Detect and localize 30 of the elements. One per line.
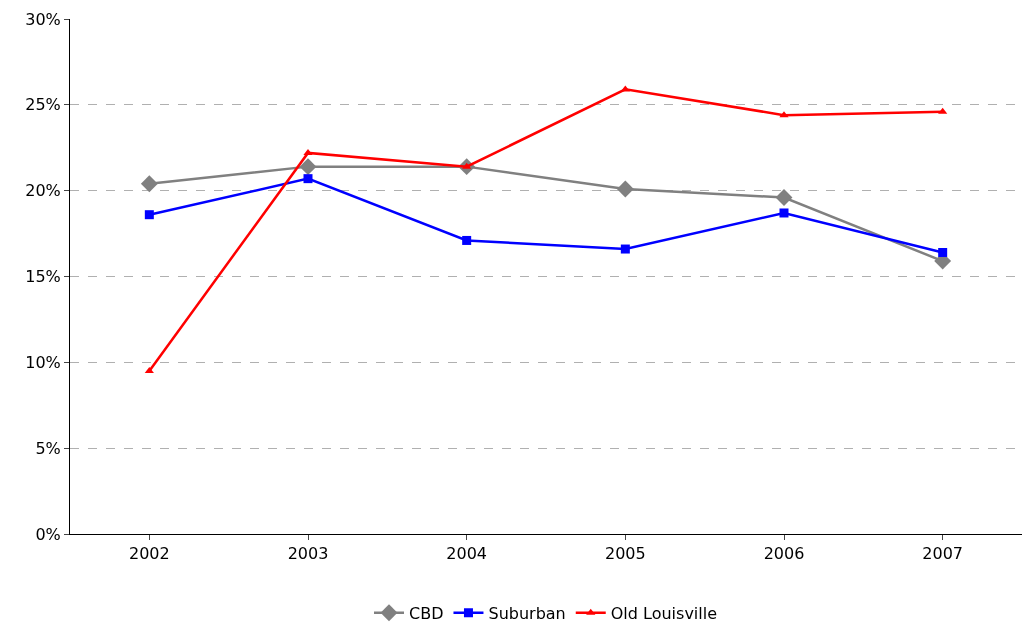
point: [779, 208, 789, 218]
y-tick-label: 15%: [25, 267, 61, 287]
point: [938, 247, 948, 257]
point: [303, 174, 313, 184]
point: [299, 158, 317, 176]
point: [144, 210, 154, 220]
x-tick-label: 2005: [604, 544, 646, 564]
x-tick-label: 2007: [922, 544, 964, 564]
y-tick-label: 5%: [35, 438, 61, 458]
legend-label: Suburban: [488, 603, 566, 623]
point: [462, 235, 472, 245]
point: [620, 244, 630, 254]
y-tick-label: 20%: [25, 181, 61, 201]
x-tick-label: 2004: [446, 544, 488, 564]
point: [140, 175, 158, 193]
point: [616, 180, 634, 198]
legend-label: CBD: [409, 603, 444, 623]
y-tick-label: 25%: [25, 95, 61, 115]
point: [779, 111, 789, 118]
point: [775, 189, 793, 206]
y-tick-label: 30%: [25, 9, 61, 29]
point: [303, 148, 313, 155]
y-tick-label: 0%: [35, 524, 61, 544]
x-tick-label: 2002: [128, 544, 170, 564]
point: [938, 107, 948, 114]
x-tick-label: 2006: [763, 544, 805, 564]
point: [144, 366, 154, 373]
legend-label: Old Louisville: [610, 603, 718, 623]
x-tick-label: 2003: [287, 544, 329, 564]
y-tick-label: 10%: [25, 352, 61, 372]
